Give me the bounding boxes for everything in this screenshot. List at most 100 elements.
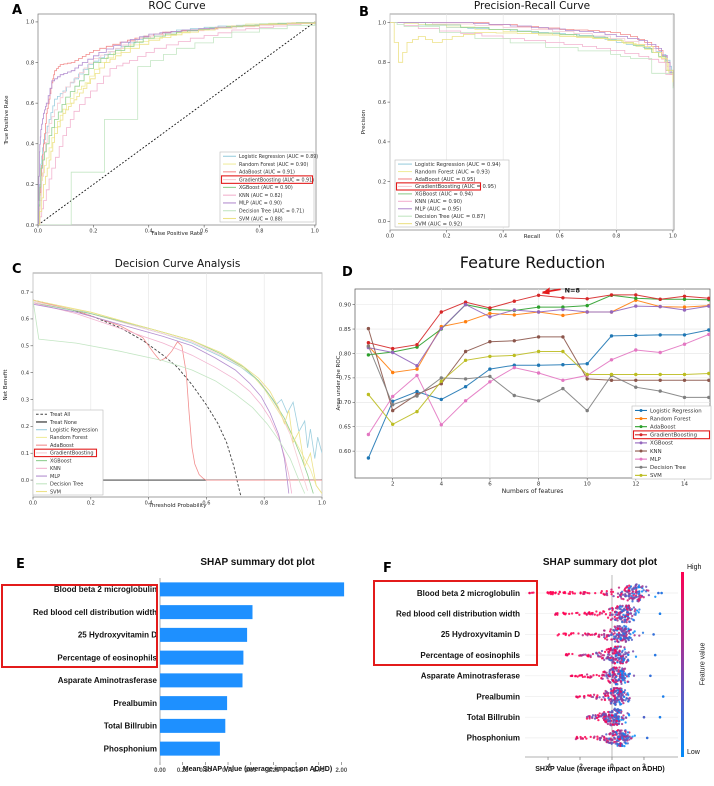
svg-text:0.0: 0.0 bbox=[26, 223, 34, 229]
legend-item: Decision Tree (AUC = 0.71) bbox=[223, 209, 304, 215]
feature-label: Asparate Aminotrasferase bbox=[421, 672, 521, 681]
roc-curve-Decision-Tree bbox=[38, 21, 316, 225]
svg-text:0.2: 0.2 bbox=[89, 229, 97, 235]
legend-item-label: Decision Tree (AUC = 0.87) bbox=[415, 214, 485, 220]
legend-item: Treat All bbox=[36, 412, 70, 418]
legend-item: XGBoost bbox=[635, 441, 673, 447]
panel-f-letter: F bbox=[383, 561, 392, 576]
legend-item: MLP (AUC = 0.90) bbox=[223, 201, 282, 207]
pr-curve-AdaBoost bbox=[390, 22, 674, 87]
svg-text:0.4: 0.4 bbox=[378, 140, 386, 146]
panel-e-title: SHAP summary dot plot bbox=[200, 557, 315, 568]
svg-text:0.6: 0.6 bbox=[378, 100, 386, 106]
svg-text:1.0: 1.0 bbox=[26, 20, 34, 26]
bar bbox=[160, 582, 345, 597]
legend-highlight-box bbox=[220, 175, 314, 184]
legend-item: XGBoost (AUC = 0.90) bbox=[223, 185, 293, 191]
svg-text:1.0: 1.0 bbox=[669, 234, 677, 240]
panel-c-plot: 0.0 0.2 0.4 0.6 0.8 1.0 0.0 0.1 0.2 0.3 0.4 0.5 0.6 0… bbox=[21, 272, 326, 507]
feature-label: 25 Hydroxyvitamin D bbox=[78, 631, 157, 640]
panel-d-xlabel: Numbers of features bbox=[501, 488, 564, 495]
svg-text:0.4: 0.4 bbox=[145, 501, 153, 507]
legend-highlight-box bbox=[632, 430, 711, 440]
panel-e-xlabel: Mean SHAP Value (average impact on ADHD) bbox=[182, 766, 333, 773]
svg-text:0.8: 0.8 bbox=[378, 60, 386, 66]
feature-label: Percentage of eosinophils bbox=[420, 651, 520, 660]
legend-item: XGBoost bbox=[36, 458, 71, 464]
legend-item-label: MLP bbox=[650, 457, 662, 463]
legend-item-label: KNN bbox=[50, 466, 61, 472]
beeswarm-row bbox=[569, 666, 652, 686]
legend-item: Treat None bbox=[36, 420, 77, 426]
legend-item: KNN (AUC = 0.82) bbox=[223, 193, 283, 199]
feature-label: Red blood cell distribution width bbox=[396, 610, 520, 619]
legend-item-label: SVM (AUC = 0.92) bbox=[415, 221, 462, 227]
panel-d-title: Feature Reduction bbox=[459, 253, 606, 272]
legend-item-label: Treat None bbox=[49, 420, 77, 426]
pr-curve-Decision-Tree bbox=[390, 22, 674, 89]
legend-item: Decision Tree bbox=[635, 465, 687, 471]
legend-item: AdaBoost bbox=[635, 424, 676, 430]
legend-item-label: MLP (AUC = 0.95) bbox=[415, 207, 461, 213]
chance-diagonal bbox=[37, 21, 316, 226]
feature-label: Phosphonium bbox=[467, 734, 520, 743]
legend-item-label: AdaBoost (AUC = 0.95) bbox=[415, 177, 475, 183]
legend-item-label: MLP bbox=[50, 474, 60, 480]
highlight-box-top-features bbox=[1, 584, 158, 668]
legend-item: GradientBoosting (AUC = 0.95) bbox=[395, 182, 496, 191]
legend-item: SVM (AUC = 0.88) bbox=[223, 216, 283, 222]
svg-text:0.4: 0.4 bbox=[21, 370, 29, 376]
legend-item-label: SVM bbox=[650, 473, 662, 479]
legend-item: XGBoost (AUC = 0.94) bbox=[398, 192, 473, 198]
legend-item-label: XGBoost bbox=[50, 458, 71, 464]
legend-item: MLP bbox=[36, 474, 60, 480]
legend-item: GradientBoosting bbox=[33, 448, 98, 458]
feature-label: Total Billrubin bbox=[467, 713, 520, 722]
svg-text:0.8: 0.8 bbox=[256, 229, 264, 235]
colorbar-high-label: High bbox=[687, 564, 702, 571]
svg-text:2.00: 2.00 bbox=[336, 768, 348, 774]
legend-item-label: Decision Tree bbox=[650, 465, 687, 471]
dca-curve-SVM bbox=[33, 299, 322, 494]
svg-text:1.0: 1.0 bbox=[311, 229, 319, 235]
legend-item: SVM bbox=[635, 473, 662, 479]
svg-text:0.25: 0.25 bbox=[177, 768, 189, 774]
dca-curve-MLP bbox=[33, 303, 290, 494]
svg-text:0.0: 0.0 bbox=[29, 501, 37, 507]
legend-item-label: KNN bbox=[650, 449, 662, 455]
feature-label: Phosphonium bbox=[104, 744, 157, 753]
svg-text:1.0: 1.0 bbox=[318, 501, 326, 507]
svg-text:1.50: 1.50 bbox=[290, 768, 302, 774]
panel-d-letter: D bbox=[342, 265, 353, 280]
svg-text:0.6: 0.6 bbox=[26, 101, 34, 107]
panel-e-plot: 0.00 0.25 0.50 0.75 1.00 1.25 1.50 1.75 2.00 Bloo… bbox=[1, 578, 348, 774]
svg-text:0.4: 0.4 bbox=[145, 229, 153, 235]
legend-item: AdaBoost bbox=[36, 443, 74, 449]
series-MLP bbox=[366, 332, 710, 437]
feature-label: Prealbumin bbox=[113, 699, 157, 708]
pr-curve-GradientBoosting bbox=[390, 22, 674, 83]
legend-item-label: SVM (AUC = 0.88) bbox=[239, 216, 283, 222]
panel-b-xlabel: Recall bbox=[523, 234, 541, 240]
dca-curve-Decision-Tree bbox=[33, 300, 306, 494]
feature-label: 25 Hydroxyvitamin D bbox=[441, 630, 520, 639]
bar bbox=[160, 696, 228, 711]
svg-text:0.85: 0.85 bbox=[339, 327, 352, 333]
svg-text:2: 2 bbox=[391, 482, 395, 488]
svg-text:0.0: 0.0 bbox=[21, 478, 29, 484]
svg-text:10: 10 bbox=[584, 482, 591, 488]
svg-text:0.8: 0.8 bbox=[612, 234, 620, 240]
bar bbox=[160, 673, 243, 688]
panel-a-title: ROC Curve bbox=[148, 0, 206, 12]
legend-highlight-box bbox=[395, 182, 482, 191]
svg-text:0.0: 0.0 bbox=[34, 229, 42, 235]
svg-text:0.6: 0.6 bbox=[202, 501, 210, 507]
dca-curve-GradientBoosting bbox=[33, 301, 308, 491]
svg-text:0.2: 0.2 bbox=[21, 424, 29, 430]
legend-item-label: Logistic Regression (AUC = 0.89) bbox=[239, 154, 318, 160]
svg-text:12: 12 bbox=[632, 482, 639, 488]
legend-item: Random Forest bbox=[635, 416, 691, 422]
svg-text:0.0: 0.0 bbox=[378, 219, 386, 225]
svg-text:4: 4 bbox=[440, 482, 444, 488]
